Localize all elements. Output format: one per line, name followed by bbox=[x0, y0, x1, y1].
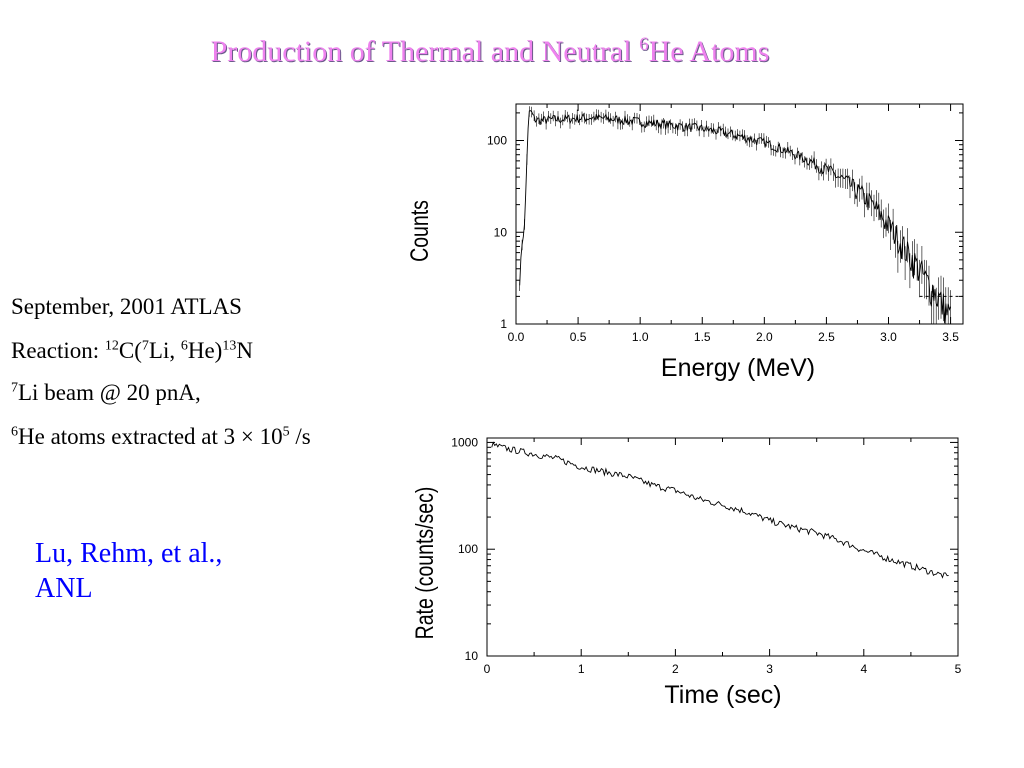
reaction-text-c: C( bbox=[118, 338, 142, 363]
data-series-energy bbox=[519, 110, 952, 324]
credit-line-1: Lu, Rehm, et al., bbox=[35, 538, 223, 569]
x-tick-label-energy: 2.0 bbox=[756, 330, 773, 344]
reaction-text-a: Reaction: bbox=[11, 338, 105, 363]
extraction-sup-c: 5 bbox=[282, 424, 290, 440]
x-tick-label-energy: 1.5 bbox=[694, 330, 711, 344]
plot-frame-time bbox=[486, 437, 959, 657]
info-beam: 7Li beam @ 20 pnA, bbox=[11, 380, 201, 406]
error-bars-energy bbox=[519, 106, 951, 324]
reaction-sup-h: 13 bbox=[222, 338, 237, 354]
slide-title: Production of Thermal and Neutral 6He At… bbox=[0, 34, 980, 69]
info-date-facility: September, 2001 ATLAS bbox=[11, 294, 242, 319]
x-tick-label-time: 3 bbox=[766, 662, 773, 676]
y-axis-label-time: Rate (counts/sec) bbox=[411, 487, 439, 640]
x-tick-label-energy: 3.5 bbox=[942, 330, 959, 344]
x-tick-label-energy: 2.5 bbox=[818, 330, 835, 344]
x-tick-label-energy: 3.0 bbox=[880, 330, 897, 344]
extraction-text-d: /s bbox=[289, 424, 311, 449]
title-suffix: He Atoms bbox=[648, 35, 770, 68]
plot-frame-energy bbox=[515, 103, 964, 325]
x-tick-label-time: 4 bbox=[860, 662, 867, 676]
title-prefix: Production of Thermal and Neutral bbox=[210, 35, 640, 68]
credit: Lu, Rehm, et al., ANL bbox=[35, 536, 222, 606]
reaction-text-e: Li, bbox=[148, 338, 181, 363]
y-tick-label-time: 1000 bbox=[451, 435, 478, 449]
credit-line-2: ANL bbox=[35, 573, 93, 604]
extraction-sup-a: 6 bbox=[11, 424, 18, 440]
y-tick-label-time: 10 bbox=[465, 649, 479, 663]
y-axis-label-energy: Counts bbox=[406, 200, 434, 262]
data-series-time bbox=[491, 441, 949, 579]
extraction-text-b: He atoms extracted at 3 × 10 bbox=[18, 424, 283, 449]
reaction-sup-b: 12 bbox=[104, 338, 119, 354]
y-tick-label-energy: 100 bbox=[487, 134, 507, 148]
reaction-text-g: He) bbox=[187, 338, 223, 363]
x-tick-label-energy: 1.0 bbox=[632, 330, 649, 344]
x-axis-label-energy: Energy (MeV) bbox=[661, 354, 815, 382]
reaction-sup-d: 7 bbox=[141, 338, 149, 354]
reaction-text-i: N bbox=[236, 338, 253, 363]
x-tick-label-time: 0 bbox=[484, 662, 491, 676]
info-reaction: Reaction: 12C(7Li, 6He)13N bbox=[11, 338, 253, 364]
reaction-sup-f: 6 bbox=[180, 338, 188, 354]
beam-text: Li beam @ 20 pnA, bbox=[18, 380, 201, 405]
x-tick-label-energy: 0.0 bbox=[508, 330, 525, 344]
x-axis-label-time: Time (sec) bbox=[664, 681, 781, 709]
y-tick-label-energy: 1 bbox=[500, 317, 507, 331]
x-tick-label-energy: 0.5 bbox=[570, 330, 587, 344]
title-superscript: 6 bbox=[639, 34, 649, 55]
x-tick-label-time: 1 bbox=[578, 662, 585, 676]
beam-sup: 7 bbox=[11, 380, 18, 396]
y-tick-label-time: 100 bbox=[458, 542, 478, 556]
info-extraction: 6He atoms extracted at 3 × 105 /s bbox=[11, 424, 311, 450]
x-tick-label-time: 5 bbox=[955, 662, 962, 676]
y-tick-label-energy: 10 bbox=[494, 225, 508, 239]
x-tick-label-time: 2 bbox=[672, 662, 679, 676]
